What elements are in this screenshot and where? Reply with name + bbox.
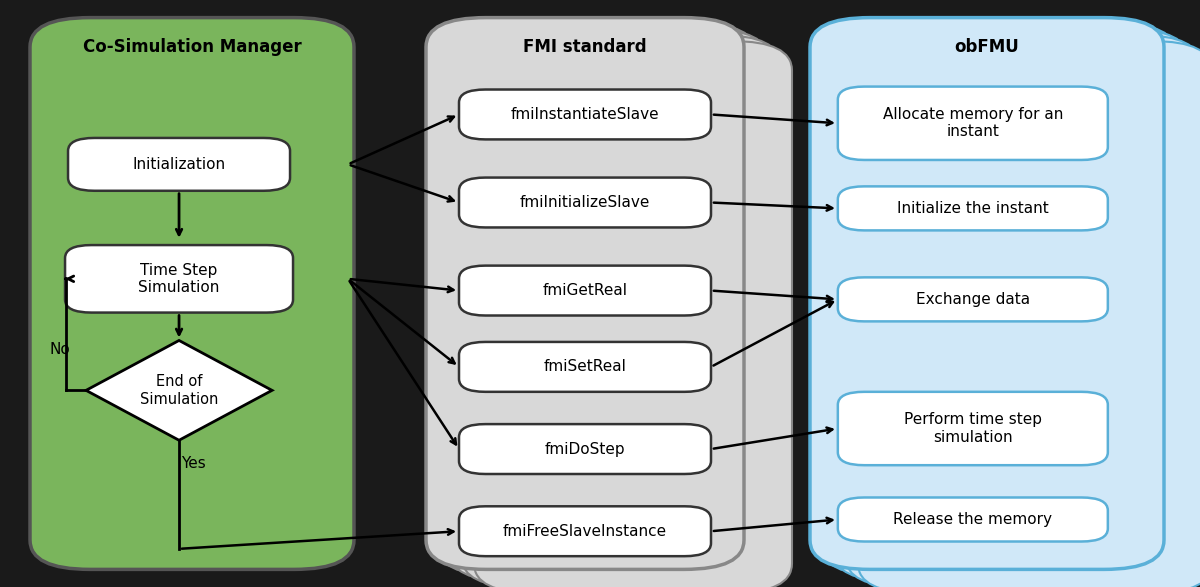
FancyBboxPatch shape [838,187,1108,230]
FancyBboxPatch shape [458,506,710,556]
FancyBboxPatch shape [68,138,290,191]
Text: fmiInstantiateSlave: fmiInstantiateSlave [511,107,659,122]
FancyBboxPatch shape [458,89,710,139]
FancyBboxPatch shape [822,23,1176,575]
FancyBboxPatch shape [458,424,710,474]
Text: fmiDoStep: fmiDoStep [545,441,625,457]
FancyBboxPatch shape [838,278,1108,322]
Text: Co-Simulation Manager: Co-Simulation Manager [83,38,301,56]
FancyBboxPatch shape [810,18,1164,569]
Text: Exchange data: Exchange data [916,292,1030,307]
Text: Allocate memory for an
instant: Allocate memory for an instant [883,107,1063,140]
FancyBboxPatch shape [65,245,293,312]
Text: obFMU: obFMU [955,38,1019,56]
Text: fmiFreeSlaveInstance: fmiFreeSlaveInstance [503,524,667,539]
FancyBboxPatch shape [458,265,710,316]
FancyBboxPatch shape [458,177,710,227]
FancyBboxPatch shape [838,392,1108,465]
Text: fmiGetReal: fmiGetReal [542,283,628,298]
Text: End of
Simulation: End of Simulation [140,374,218,407]
Text: Release the memory: Release the memory [893,512,1052,527]
Text: FMI standard: FMI standard [523,38,647,56]
Text: No: No [49,342,71,357]
FancyBboxPatch shape [834,29,1188,581]
FancyBboxPatch shape [450,29,768,581]
FancyBboxPatch shape [426,18,744,569]
FancyBboxPatch shape [462,35,780,587]
Text: fmiInitializeSlave: fmiInitializeSlave [520,195,650,210]
FancyBboxPatch shape [858,41,1200,587]
FancyBboxPatch shape [838,86,1108,160]
Text: Yes: Yes [181,456,206,471]
FancyBboxPatch shape [846,35,1200,587]
FancyBboxPatch shape [458,342,710,392]
Text: Time Step
Simulation: Time Step Simulation [138,262,220,295]
Text: fmiSetReal: fmiSetReal [544,359,626,375]
FancyBboxPatch shape [30,18,354,569]
FancyBboxPatch shape [438,23,756,575]
Polygon shape [86,340,272,440]
FancyBboxPatch shape [474,41,792,587]
Text: Perform time step
simulation: Perform time step simulation [904,412,1042,445]
Text: Initialization: Initialization [132,157,226,172]
Text: Initialize the instant: Initialize the instant [896,201,1049,216]
FancyBboxPatch shape [838,497,1108,541]
